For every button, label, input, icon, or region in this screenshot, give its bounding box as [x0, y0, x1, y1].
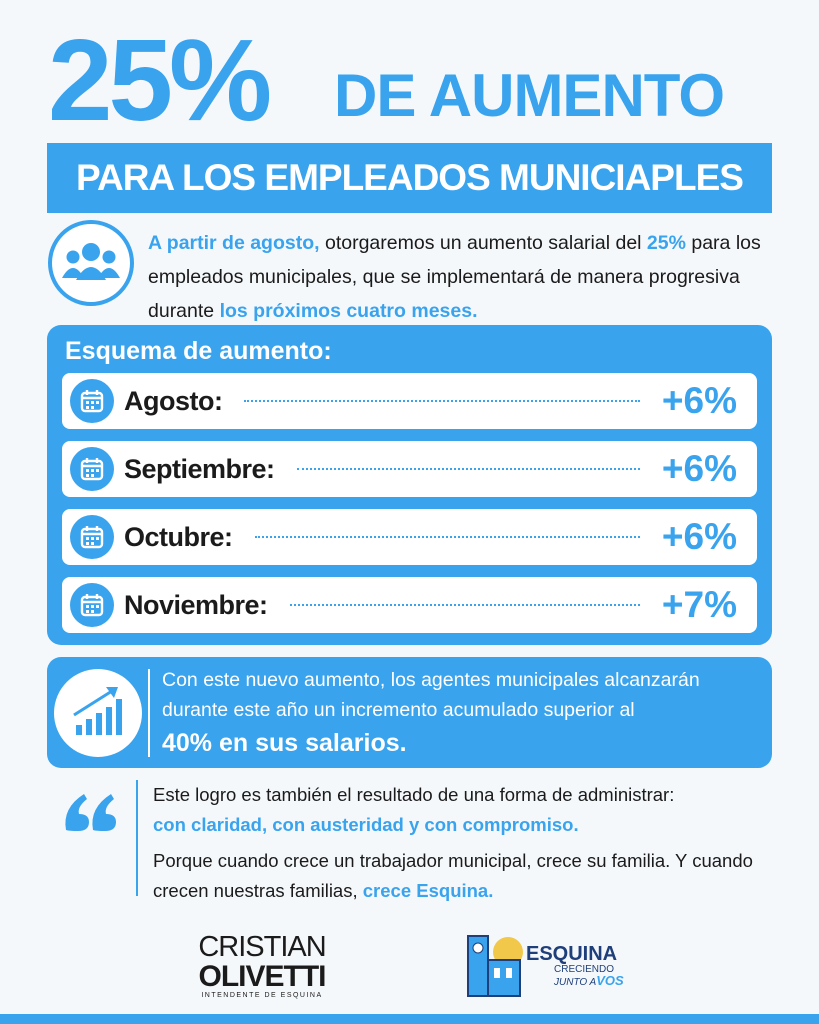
logo-last: OLIVETTI [198, 960, 327, 993]
schedule-row: Noviembre: +7% [62, 577, 757, 633]
schedule-row: Agosto: +6% [62, 373, 757, 429]
increase: +6% [661, 448, 737, 489]
dotted-leader [244, 400, 640, 402]
logo-brand: ESQUINA [526, 943, 618, 965]
logo-building [467, 935, 523, 997]
increase: +7% [661, 584, 737, 625]
schedule-row: Septiembre: +6% [62, 441, 757, 497]
people-icon [48, 220, 134, 306]
calendar-icon [70, 379, 114, 423]
logo-slogan: JUNTO A [554, 977, 597, 988]
intro-lead: A partir de agosto, [148, 232, 320, 254]
logo-esquina: ESQUINA CRECIENDO JUNTO AVOS [526, 944, 624, 989]
quote-divider [136, 780, 138, 896]
divider [148, 669, 150, 757]
intro-text: otorgaremos un aumento salarial del [319, 232, 647, 254]
calendar-icon [70, 515, 114, 559]
subtitle: PARA LOS EMPLEADOS MUNICIAPLES [76, 157, 744, 198]
quote-text: Porque cuando crece un trabajador munici… [153, 850, 753, 901]
title: DE AUMENTO [334, 62, 725, 129]
intro-closing: los próximos cuatro meses. [219, 300, 478, 322]
growth-icon [54, 669, 142, 757]
quote-1: Este logro es también el resultado de un… [153, 780, 793, 840]
quote-mark [65, 794, 116, 831]
intro: A partir de agosto, otorgaremos un aumen… [148, 226, 768, 328]
dotted-leader [296, 468, 640, 470]
calendar-icon [70, 583, 114, 627]
intro-text: para los empleados municipales, que se i… [148, 232, 761, 322]
month: Noviembre: [124, 589, 268, 620]
increase: +6% [661, 516, 737, 557]
bottom-strip [0, 1014, 819, 1024]
subtitle-banner: PARA LOS EMPLEADOS MUNICIAPLES [47, 143, 772, 213]
summary-highlight: 40% en sus salarios. [162, 729, 407, 757]
month: Agosto: [124, 385, 223, 416]
dotted-leader [289, 604, 640, 606]
quote-highlight: crece Esquina. [362, 880, 494, 901]
logo-role: INTENDENTE DE ESQUINA [201, 992, 323, 999]
quote-2: Porque cuando crece un trabajador munici… [153, 846, 793, 906]
percent-title: 25% [48, 15, 272, 145]
intro-highlight: 25% [646, 232, 686, 254]
schedule-row: Octubre: +6% [62, 509, 757, 565]
summary-text: Con este nuevo aumento, los agentes muni… [162, 669, 700, 721]
calendar-icon [70, 447, 114, 491]
quote-highlight: con claridad, con austeridad y con compr… [153, 814, 579, 835]
month: Septiembre: [124, 453, 275, 484]
month: Octubre: [124, 521, 233, 552]
schedule-title: Esquema de aumento: [65, 337, 332, 365]
summary: Con este nuevo aumento, los agentes muni… [47, 657, 772, 768]
logo-slogan: CRECIENDO [554, 964, 615, 975]
quote-text: Este logro es también el resultado de un… [153, 784, 675, 805]
logo-slogan: VOS [596, 973, 624, 988]
logo-first: CRISTIAN [198, 931, 326, 963]
increase: +6% [661, 380, 737, 421]
logo-olivetti: CRISTIAN OLIVETTI INTENDENTE DE ESQUINA [198, 932, 326, 999]
schedule: Esquema de aumento: Agosto: +6% Septiembre… [47, 325, 772, 645]
dotted-leader [254, 536, 640, 538]
